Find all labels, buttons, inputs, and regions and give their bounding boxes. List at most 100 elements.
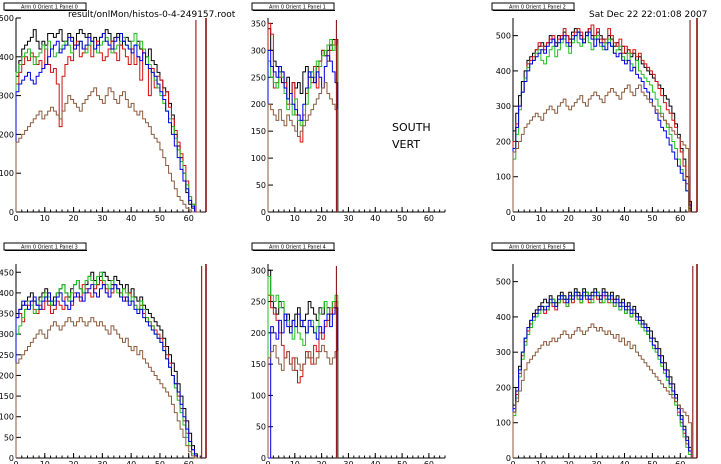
x-tick-label: 40 [126,214,136,223]
y-tick-label: 400 [0,289,14,298]
y-tick-label: 250 [251,298,266,307]
y-tick-label: 100 [0,413,14,422]
x-tick-label: 20 [317,214,327,223]
histogram-series-brown [15,87,201,213]
x-tick-label: 20 [68,460,78,464]
histogram-series-blue [512,31,692,212]
histogram-series-brown [512,84,692,213]
y-tick-label: 300 [496,102,511,111]
y-tick-label: 500 [0,14,14,23]
pad-label: Arm 0 Orient 1 Panel 0 [21,5,78,11]
histogram-series-red [512,295,692,458]
pad-label-shadow [493,10,575,11]
y-tick-label: 400 [496,67,511,76]
x-tick-label: 60 [424,460,434,464]
x-tick-label: 50 [397,460,407,464]
y-tick-label: 100 [496,173,511,182]
x-tick-label: 50 [155,460,165,464]
histogram-series-green [512,35,692,212]
y-tick-label: 150 [251,127,266,136]
y-tick-label: 350 [0,310,14,319]
y-tick-label: 500 [496,278,511,287]
histogram-series-brown [267,82,339,212]
histogram-pad: Arm 0 Orient 1 Panel 0 0 10 20 30 40 50 60 0 100 2… [0,2,207,223]
y-tick-label: 0 [9,208,14,217]
pad-label: Arm 0 Orient 1 Panel 3 [21,245,78,251]
x-tick-label: 30 [343,214,353,223]
x-tick-label: 0 [510,214,515,223]
x-tick-label: 60 [184,214,194,223]
x-tick-label: 50 [155,214,165,223]
x-tick-label: 40 [370,214,380,223]
x-tick-label: 40 [126,460,136,464]
histogram-series-green [512,291,692,458]
y-tick-label: 300 [251,46,266,55]
pad-label: Arm 0 Orient 1 Panel 5 [509,245,566,251]
x-tick-label: 40 [370,460,380,464]
x-tick-label: 60 [424,214,434,223]
x-tick-label: 10 [536,460,546,464]
y-tick-label: 100 [251,391,266,400]
histogram-series-red [15,280,201,459]
x-tick-label: 20 [317,460,327,464]
x-tick-label: 10 [40,214,50,223]
pads-group: Arm 0 Orient 1 Panel 00 10 20 30 40 50 6001002… [0,2,698,464]
histogram-series-black [15,271,201,459]
y-tick-label: 500 [496,32,511,41]
pad-label: Arm 0 Orient 1 Panel 4 [269,245,326,251]
histogram-series-blue [267,49,339,212]
x-tick-label: 30 [97,460,107,464]
x-tick-label: 20 [68,214,78,223]
x-tick-label: 20 [564,214,574,223]
y-tick-label: 0 [9,454,14,463]
histogram-series-red [512,24,692,212]
histogram-pad: Arm 0 Orient 1 Panel 3 0 10 20 30 40 50 60 0 50 10… [0,242,207,464]
y-tick-label: 100 [0,169,14,178]
y-tick-label: 0 [261,454,266,463]
x-tick-label: 50 [647,214,657,223]
pad-label-shadow [253,10,335,11]
y-tick-label: 200 [0,371,14,380]
x-tick-label: 30 [343,460,353,464]
pad-label: Arm 0 Orient 1 Panel 2 [509,5,566,11]
y-tick-label: 250 [0,351,14,360]
histogram-series-green [15,271,201,459]
x-tick-label: 10 [290,460,300,464]
y-tick-label: 200 [496,383,511,392]
x-tick-label: 0 [13,214,18,223]
y-tick-label: 200 [496,137,511,146]
x-tick-label: 60 [184,460,194,464]
histogram-series-blue [512,291,692,458]
histogram-series-brown [15,317,201,459]
y-tick-label: 150 [0,392,14,401]
y-tick-label: 100 [496,419,511,428]
annotation-vert: VERT [392,138,420,151]
x-tick-label: 30 [592,460,602,464]
x-tick-label: 30 [97,214,107,223]
y-tick-label: 0 [506,208,511,217]
x-tick-label: 0 [13,460,18,464]
x-tick-label: 20 [564,460,574,464]
x-tick-label: 50 [647,460,657,464]
x-tick-label: 30 [592,214,602,223]
y-tick-label: 200 [0,130,14,139]
histogram-pad: Arm 0 Orient 1 Panel 2 0 10 20 30 40 50 60 0 100 2… [491,2,698,223]
file-path-label: result/onlMon/histos-0-4-249157.root [68,10,236,20]
x-tick-label: 60 [675,214,685,223]
pad-label-shadow [253,250,335,251]
y-tick-label: 50 [256,423,266,432]
histogram-series-blue [15,284,201,459]
y-tick-label: 400 [496,313,511,322]
y-tick-label: 50 [4,433,14,442]
histogram-series-black [512,28,692,212]
y-tick-label: 400 [0,53,14,62]
x-tick-label: 10 [536,214,546,223]
x-tick-label: 50 [397,214,407,223]
y-tick-label: 300 [0,330,14,339]
histogram-series-green [267,276,339,458]
y-tick-label: 300 [496,348,511,357]
y-tick-label: 200 [251,100,266,109]
histogram-series-brown [267,344,339,458]
x-tick-label: 60 [675,460,685,464]
